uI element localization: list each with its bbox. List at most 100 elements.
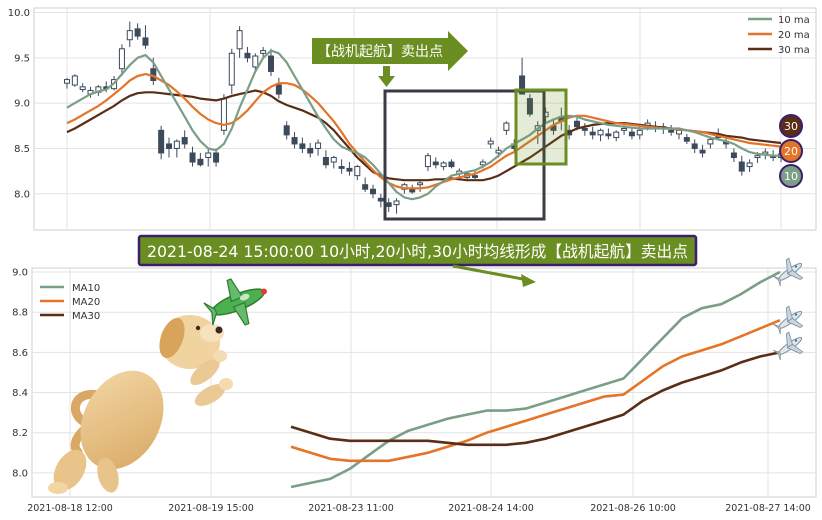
legend-label-ma20: 20 ma xyxy=(778,30,810,41)
candle-body xyxy=(205,152,212,159)
banner-box xyxy=(137,234,698,267)
airplane-icon-ma10 xyxy=(773,257,804,287)
signal-banner: 2021-08-24 15:00:00 10小时,20小时,30小时均线形成【战… xyxy=(137,234,698,287)
green-airplane-icon xyxy=(203,278,267,326)
down-arrow xyxy=(378,66,395,87)
bottom-legend: MA10 MA20 MA30 xyxy=(40,283,100,322)
banner-text: 2021-08-24 15:00:00 10小时,20小时,30小时均线形成【战… xyxy=(147,242,688,261)
candle-body xyxy=(472,175,478,178)
candle-body xyxy=(228,52,235,86)
legend-label-MA30: MA30 xyxy=(72,311,100,322)
top-y-tick-label: 9.0 xyxy=(14,99,30,110)
candle-body xyxy=(354,166,361,177)
bottom-x-tick-label: 2021-08-23 11:00 xyxy=(308,503,394,514)
candle-body xyxy=(299,143,306,149)
badge-ma30-label: 30 xyxy=(784,120,798,133)
candle-body xyxy=(330,157,337,163)
ma-lines xyxy=(66,49,782,201)
candle-body xyxy=(338,166,345,169)
candle-body xyxy=(118,48,125,70)
dog-hind-leg xyxy=(53,449,87,491)
top-grid xyxy=(34,8,816,230)
candle-body xyxy=(79,86,86,91)
top-y-tick-label: 10.0 xyxy=(8,8,30,19)
candle-body xyxy=(134,28,141,37)
candle-body xyxy=(213,152,220,163)
bottom-x-tick-label: 2021-08-24 14:00 xyxy=(448,503,534,514)
candle-body xyxy=(322,157,329,166)
badge-ma10 xyxy=(779,164,803,188)
series-line-MA20 xyxy=(290,318,781,463)
candle-body xyxy=(526,98,533,115)
top-y-tick-label: 8.5 xyxy=(14,144,30,155)
candle-body xyxy=(275,84,282,95)
dog-hind-paw xyxy=(48,482,68,494)
top-y-tick-label: 9.5 xyxy=(14,53,30,64)
airplane-icon-ma20 xyxy=(773,305,804,335)
candle-body xyxy=(142,37,149,46)
candle-body xyxy=(668,129,675,133)
candle-body xyxy=(605,133,612,137)
candle-body xyxy=(754,155,761,159)
top-y-tick-labels: 8.0 8.5 9.0 9.5 10.0 xyxy=(8,8,30,200)
bottom-y-tick-label: 8.6 xyxy=(12,348,28,359)
candle-body xyxy=(495,149,502,154)
series-line-MA10 xyxy=(290,270,781,489)
candle-body xyxy=(676,129,682,135)
bottom-x-tick-label: 2021-08-26 10:00 xyxy=(590,503,676,514)
candle-body xyxy=(268,55,274,72)
candle-body xyxy=(252,55,259,68)
badge-ma30 xyxy=(779,114,803,138)
candle-body xyxy=(409,188,416,193)
badge-ma20 xyxy=(779,139,803,163)
line-ma10 xyxy=(66,49,781,201)
annotation-text: 【战机起航】卖出点 xyxy=(317,44,443,60)
bottom-y-tick-labels: 8.0 8.2 8.4 8.6 8.8 9.0 xyxy=(12,268,28,480)
bottom-x-tick-label: 2021-08-19 15:00 xyxy=(168,503,254,514)
candle-body xyxy=(636,129,643,136)
series-line-MA30 xyxy=(290,351,781,447)
candle-body xyxy=(385,202,392,207)
candle-body xyxy=(64,79,70,84)
candle-body xyxy=(181,137,188,145)
dog-front-paw-2 xyxy=(219,378,233,390)
dog-front-paw xyxy=(213,350,227,362)
candle-body xyxy=(487,140,494,145)
candle-body xyxy=(236,30,243,50)
dog-ear xyxy=(159,317,185,359)
badge-ma20-label: 20 xyxy=(784,145,798,158)
candle-body xyxy=(574,120,580,128)
candle-body xyxy=(503,122,510,131)
candle-body xyxy=(370,188,376,195)
candle-body xyxy=(479,161,486,166)
candle-body xyxy=(424,155,431,168)
bottom-series-lines xyxy=(290,270,781,489)
candle-body xyxy=(244,52,251,59)
bottom-y-tick-label: 8.8 xyxy=(12,308,28,319)
candle-body xyxy=(346,167,353,172)
candle-body xyxy=(448,161,455,168)
bottom-y-tick-label: 9.0 xyxy=(12,268,28,279)
candlestick-panel: 8.0 8.5 9.0 9.5 10.0 【战机起航】卖出点 10 ma 20 ma 3… xyxy=(8,7,817,231)
dog-nose xyxy=(215,326,223,334)
candle-body xyxy=(613,131,620,139)
top-legend: 10 ma 20 ma 30 ma xyxy=(748,15,810,56)
bottom-grid xyxy=(32,268,816,497)
annotation-arrow-shape xyxy=(312,31,468,71)
candle-body xyxy=(738,161,745,172)
airplane-icon-ma30 xyxy=(773,331,804,361)
dog-eye xyxy=(195,325,201,331)
legend-label-ma10: 10 ma xyxy=(778,15,810,26)
candle-body xyxy=(432,161,439,166)
candle-body xyxy=(683,137,690,142)
candle-body xyxy=(189,152,196,163)
candle-body xyxy=(315,142,322,149)
candle-body xyxy=(260,50,267,54)
candle-body xyxy=(291,137,298,145)
banner-pointer-line xyxy=(452,264,529,282)
candle-body xyxy=(589,131,596,136)
candle-body xyxy=(158,129,165,154)
ma-badges: 30 20 10 xyxy=(779,114,803,188)
legend-label-MA10: MA10 xyxy=(72,283,100,294)
